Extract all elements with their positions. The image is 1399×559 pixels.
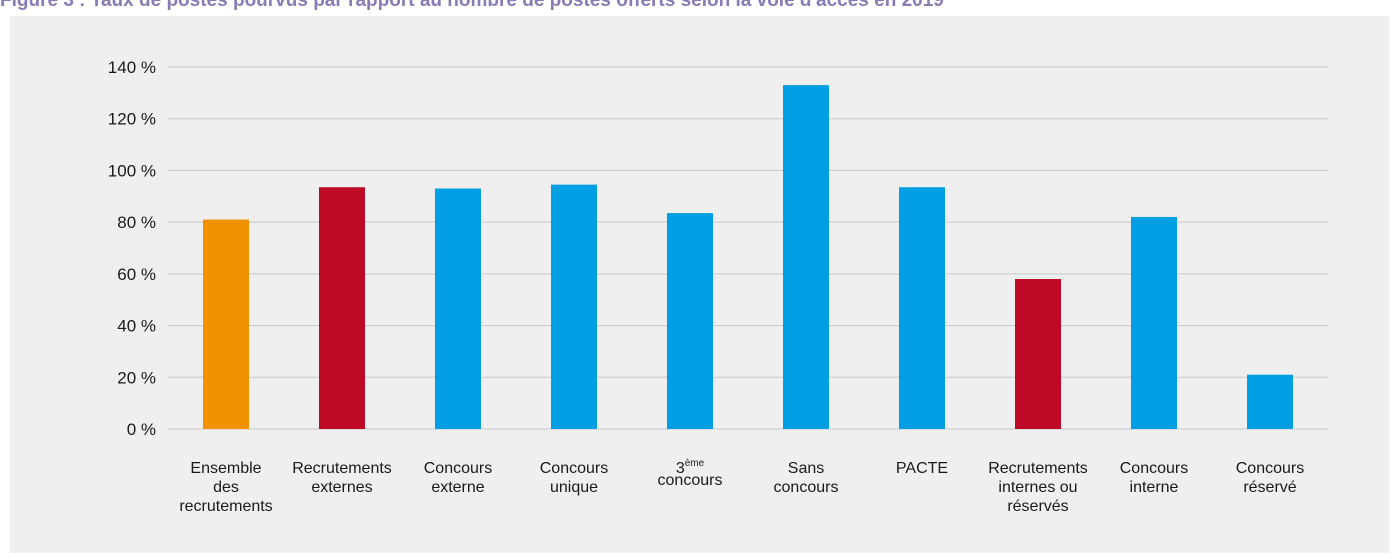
y-tick-label: 80 % — [117, 213, 156, 232]
bar — [203, 219, 249, 429]
x-category-label-line: Sans — [788, 460, 824, 477]
x-category-label-line: Ensemble — [190, 460, 261, 477]
y-tick-label: 0 % — [127, 420, 156, 439]
x-category-label: Concours réservé — [1236, 460, 1304, 496]
x-category-label: PACTE — [896, 460, 948, 477]
x-category-label-line: externe — [431, 479, 484, 496]
x-category-label: Recrutements externes — [292, 460, 392, 496]
x-category-label-line: des — [213, 479, 239, 496]
bar — [1015, 279, 1061, 429]
bar — [783, 85, 829, 429]
x-category-label-line: Concours — [1120, 460, 1188, 477]
x-category-label: Concours interne — [1120, 460, 1188, 496]
x-category-label: Concours externe — [424, 460, 492, 496]
x-category-label-line: réservé — [1243, 479, 1296, 496]
x-category-label-line: internes ou — [998, 479, 1077, 496]
x-category-label-line: concours — [774, 479, 839, 496]
y-tick-label: 140 % — [108, 58, 156, 77]
x-category-label-line: externes — [311, 479, 372, 496]
y-tick-label: 100 % — [108, 161, 156, 180]
figure-header: Figure 3 : Taux de postes pourvus par ra… — [0, 0, 1399, 14]
x-category-label-line: réservés — [1007, 498, 1068, 515]
ordinal-superscript: ème — [685, 458, 705, 469]
bar — [319, 187, 365, 429]
bars — [203, 85, 1293, 429]
y-tick-label: 60 % — [117, 265, 156, 284]
x-category-label-line: Concours — [1236, 460, 1304, 477]
x-category-label-line: Recrutements — [292, 460, 392, 477]
x-axis-labels: Ensemble des recrutements Recrutements exter… — [179, 458, 1304, 515]
bar — [1247, 374, 1293, 429]
x-category-label-line: Concours — [540, 460, 608, 477]
x-category-label-line: Concours — [424, 460, 492, 477]
x-category-label-line: interne — [1130, 479, 1179, 496]
y-tick-label: 120 % — [108, 110, 156, 129]
bar — [899, 187, 945, 429]
x-category-label: 3ème concours — [658, 458, 723, 489]
y-tick-label: 20 % — [117, 368, 156, 387]
x-category-label-line: recrutements — [179, 498, 272, 515]
bar — [667, 213, 713, 429]
x-category-label-line: PACTE — [896, 460, 948, 477]
x-category-label: Concours unique — [540, 460, 608, 496]
x-category-label-line: concours — [658, 472, 723, 489]
x-category-label-line: Recrutements — [988, 460, 1088, 477]
x-category-label: Sans concours — [774, 460, 839, 496]
x-category-label: Recrutements internes ou réservés — [988, 460, 1088, 515]
x-category-label-line: unique — [550, 479, 598, 496]
figure-title: Figure 3 : Taux de postes pourvus par ra… — [0, 0, 944, 11]
y-tick-label: 40 % — [117, 317, 156, 336]
bar — [435, 188, 481, 429]
bar — [551, 184, 597, 429]
y-axis-ticks: 0 % 20 % 40 % 60 % 80 % 100 % 120 % 140 % — [108, 58, 156, 439]
x-category-label: Ensemble des recrutements — [179, 460, 272, 515]
bar — [1131, 216, 1177, 429]
